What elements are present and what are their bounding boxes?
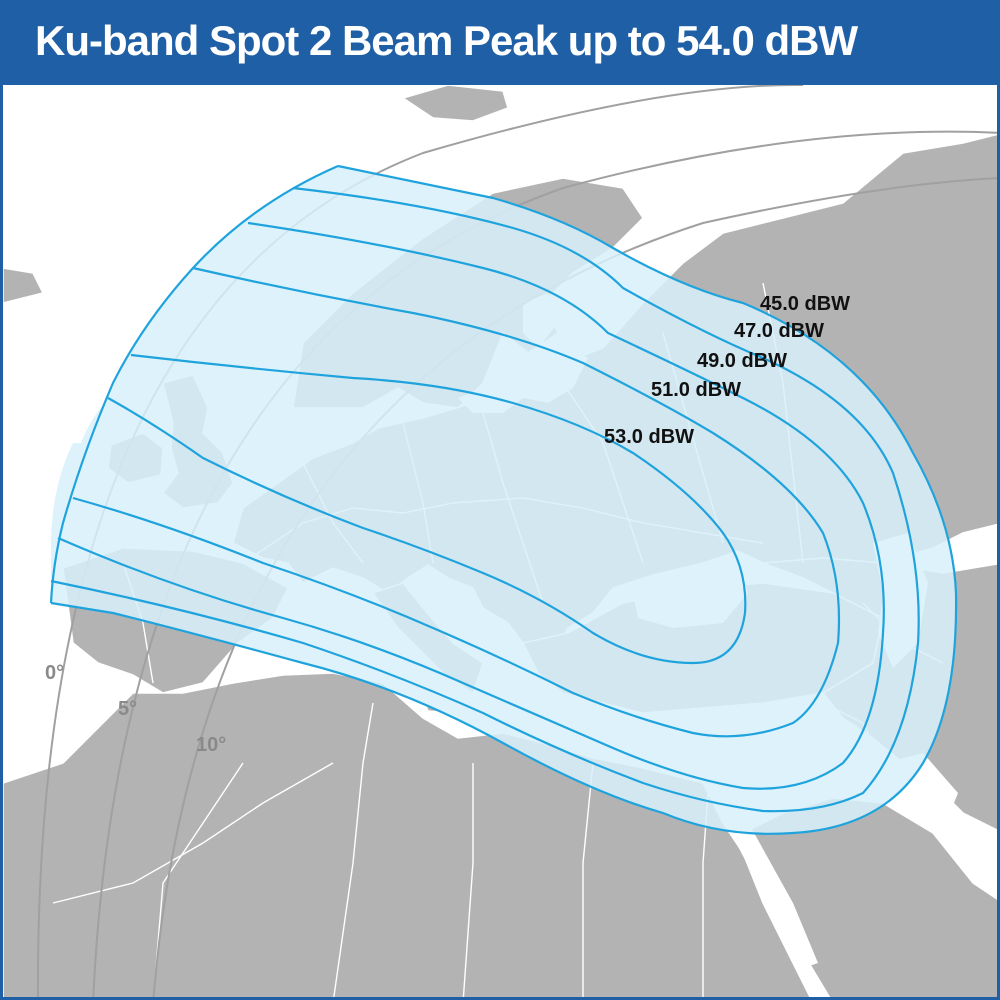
title-bar: Ku-band Spot 2 Beam Peak up to 54.0 dBW	[3, 3, 997, 85]
contour-label-53: 53.0 dBW	[604, 426, 694, 448]
longitude-label-5: 5°	[118, 698, 137, 720]
contour-53	[107, 353, 747, 665]
longitude-label-10: 10°	[196, 734, 226, 756]
contour-45	[50, 164, 958, 835]
coverage-fill	[51, 166, 957, 834]
contour-labels: 45.0 dBW 47.0 dBW 49.0 dBW 51.0 dBW 53.0…	[604, 293, 850, 448]
iceland	[401, 85, 509, 122]
map-title: Ku-band Spot 2 Beam Peak up to 54.0 dBW	[35, 17, 858, 64]
contour-51	[72, 266, 841, 738]
greenland-edge	[3, 267, 45, 304]
coverage-map: 45.0 dBW 47.0 dBW 49.0 dBW 51.0 dBW 53.0…	[3, 85, 997, 997]
longitude-label-0: 0°	[45, 662, 64, 684]
coverage-area	[49, 164, 958, 835]
north-africa	[3, 672, 811, 997]
contour-47	[50, 186, 920, 813]
longitude-labels: 0° 5° 10°	[45, 662, 226, 756]
red-sea	[723, 813, 818, 968]
contour-west-edge	[49, 164, 339, 604]
contour-label-51: 51.0 dBW	[651, 379, 741, 401]
contour-label-47: 47.0 dBW	[734, 320, 824, 342]
contour-49	[57, 221, 885, 790]
contour-label-45: 45.0 dBW	[760, 293, 850, 315]
contour-label-49: 49.0 dBW	[697, 350, 787, 372]
